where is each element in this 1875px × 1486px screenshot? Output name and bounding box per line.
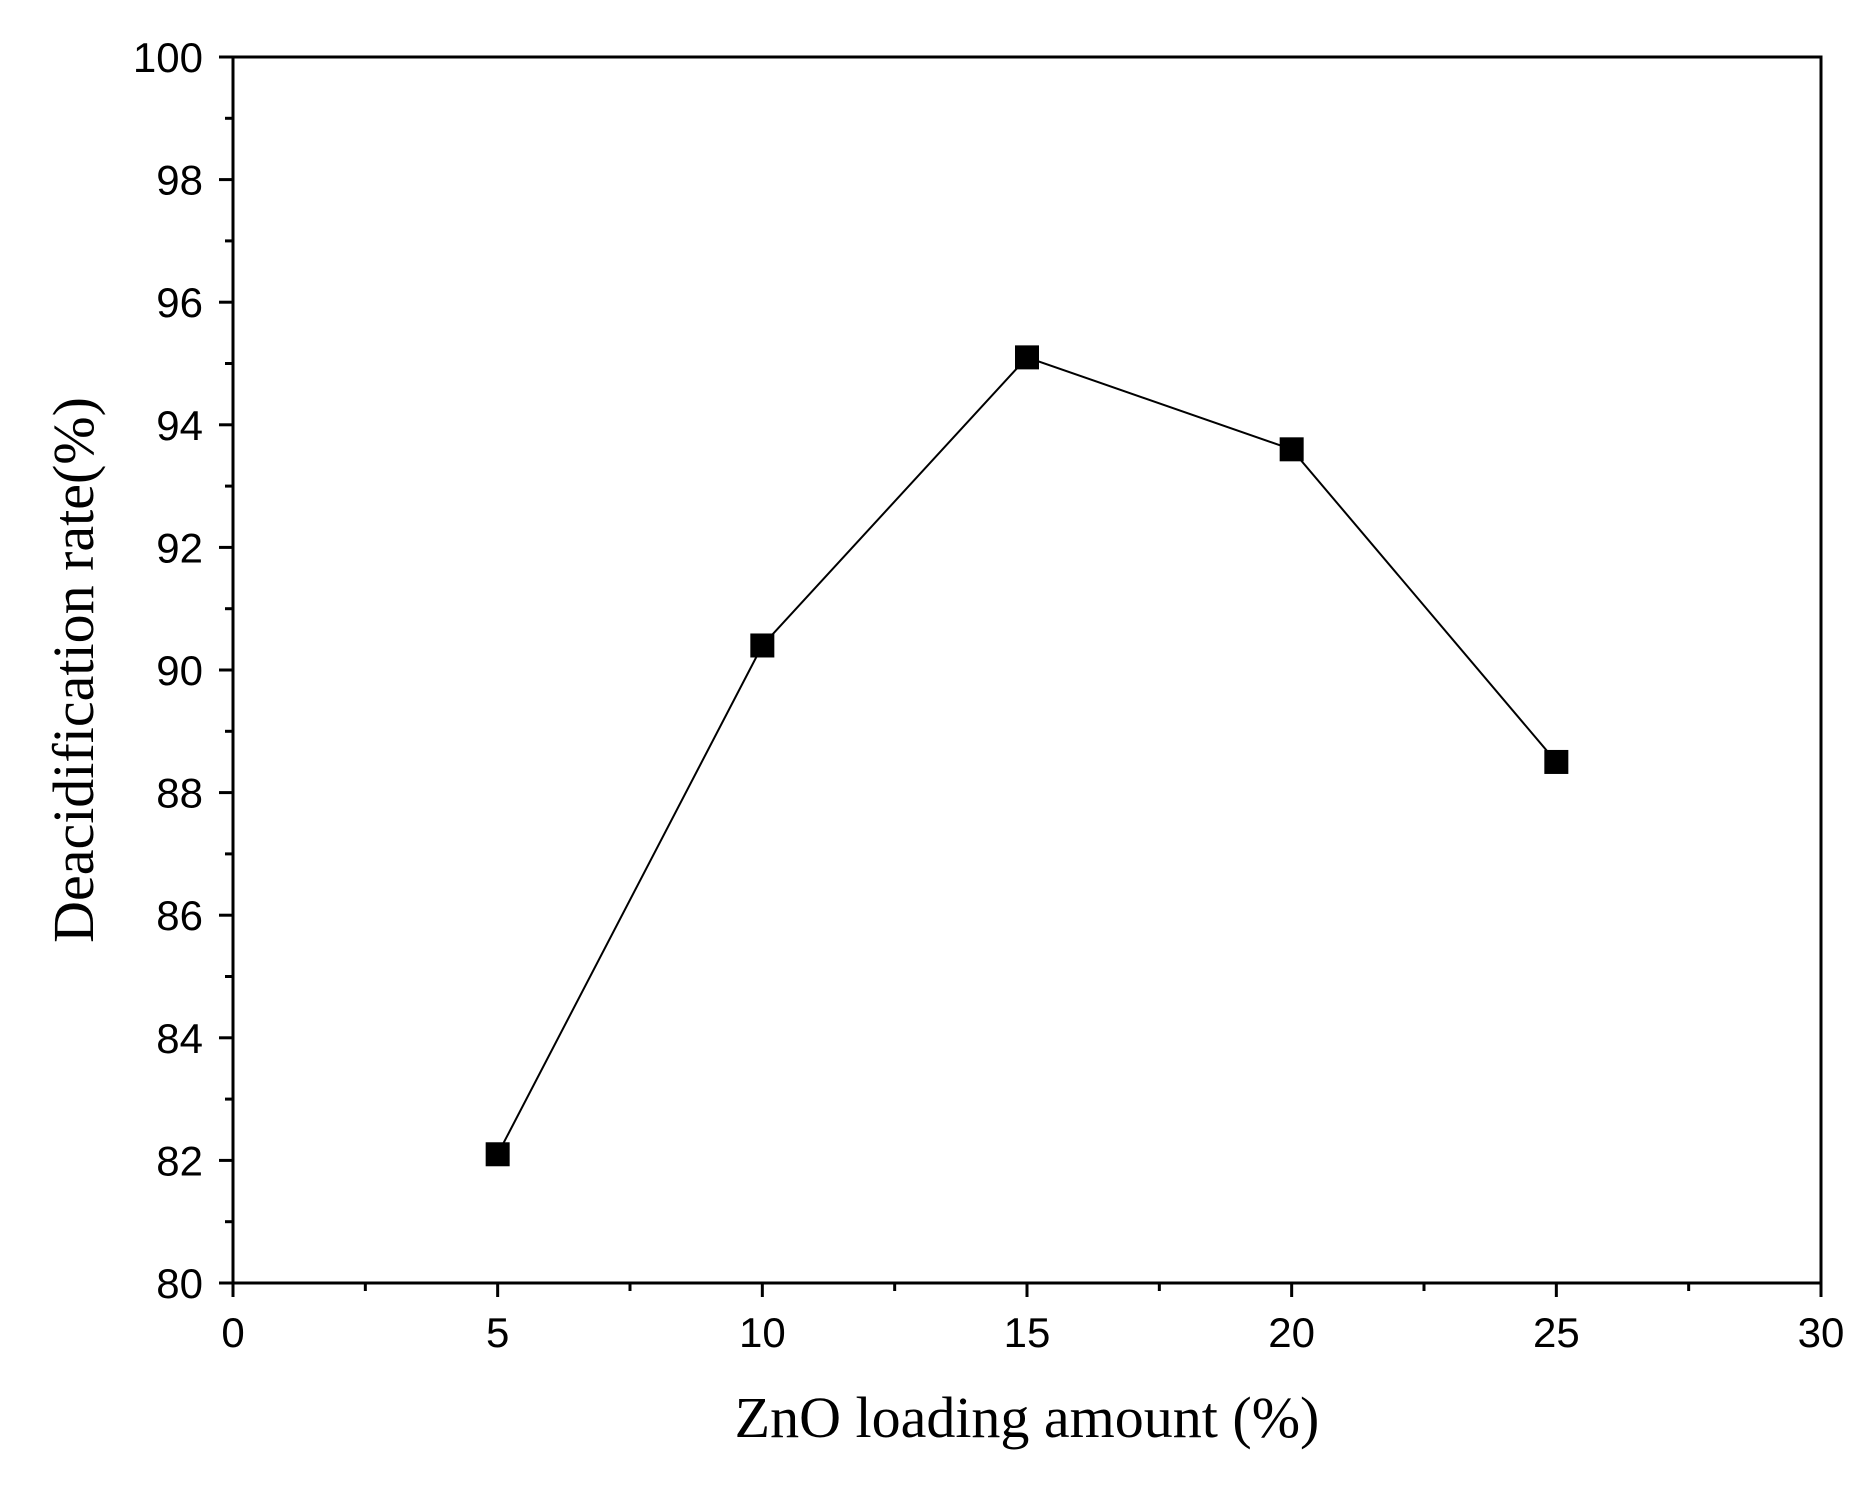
y-tick-label: 86 (156, 892, 203, 939)
data-point-marker (750, 633, 775, 658)
x-tick-label: 15 (1004, 1309, 1051, 1356)
x-tick-label: 10 (739, 1309, 786, 1356)
y-tick-label: 96 (156, 279, 203, 326)
x-tick-label: 30 (1798, 1309, 1845, 1356)
x-tick-label: 5 (486, 1309, 509, 1356)
y-tick-label: 90 (156, 647, 203, 694)
y-tick-label: 80 (156, 1260, 203, 1307)
data-point-marker (1015, 345, 1039, 370)
x-tick-label: 20 (1268, 1309, 1315, 1356)
x-tick-label: 25 (1533, 1309, 1580, 1356)
data-point-marker (1544, 749, 1569, 774)
x-axis-ticks: 0 5 10 15 20 25 30 (221, 1283, 1844, 1356)
y-axis-title: Deacidification rate(%) (41, 397, 106, 943)
y-tick-label: 84 (156, 1015, 203, 1062)
y-tick-label: 94 (156, 402, 203, 449)
data-point-marker (485, 1142, 510, 1167)
y-tick-label: 98 (156, 157, 203, 204)
y-axis-ticks: 80 82 84 86 88 90 92 94 96 98 100 (133, 34, 233, 1307)
data-point-marker (1279, 437, 1304, 462)
y-tick-label: 100 (133, 34, 203, 81)
y-tick-label: 92 (156, 524, 203, 571)
y-tick-label: 82 (156, 1137, 203, 1184)
y-tick-label: 88 (156, 770, 203, 817)
x-axis-title: ZnO loading amount (%) (735, 1385, 1320, 1450)
x-tick-label: 0 (221, 1309, 244, 1356)
series-line (496, 356, 1558, 1155)
plot-frame (231, 55, 1823, 1285)
series-layer (485, 345, 1569, 1167)
